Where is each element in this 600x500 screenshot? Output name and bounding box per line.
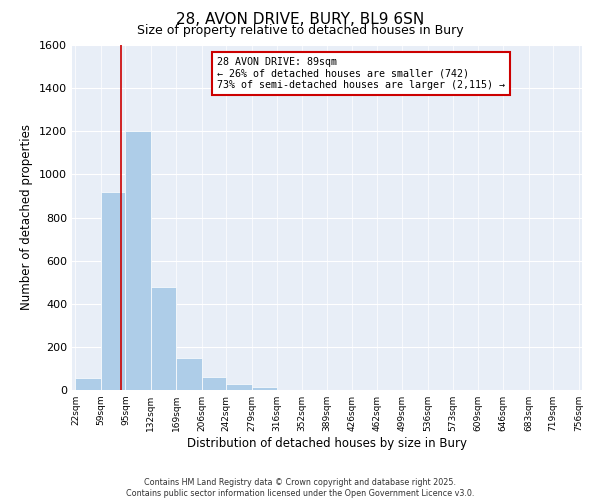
Text: 28, AVON DRIVE, BURY, BL9 6SN: 28, AVON DRIVE, BURY, BL9 6SN	[176, 12, 424, 28]
Bar	[125, 131, 151, 390]
Bar	[226, 384, 251, 390]
Bar	[251, 387, 277, 390]
Text: 28 AVON DRIVE: 89sqm
← 26% of detached houses are smaller (742)
73% of semi-deta: 28 AVON DRIVE: 89sqm ← 26% of detached h…	[217, 57, 505, 90]
X-axis label: Distribution of detached houses by size in Bury: Distribution of detached houses by size …	[187, 437, 467, 450]
Text: Contains HM Land Registry data © Crown copyright and database right 2025.
Contai: Contains HM Land Registry data © Crown c…	[126, 478, 474, 498]
Y-axis label: Number of detached properties: Number of detached properties	[20, 124, 34, 310]
Bar	[202, 377, 226, 390]
Bar	[176, 358, 202, 390]
Text: Size of property relative to detached houses in Bury: Size of property relative to detached ho…	[137, 24, 463, 37]
Bar	[101, 192, 125, 390]
Bar	[76, 378, 101, 390]
Bar	[151, 286, 176, 390]
